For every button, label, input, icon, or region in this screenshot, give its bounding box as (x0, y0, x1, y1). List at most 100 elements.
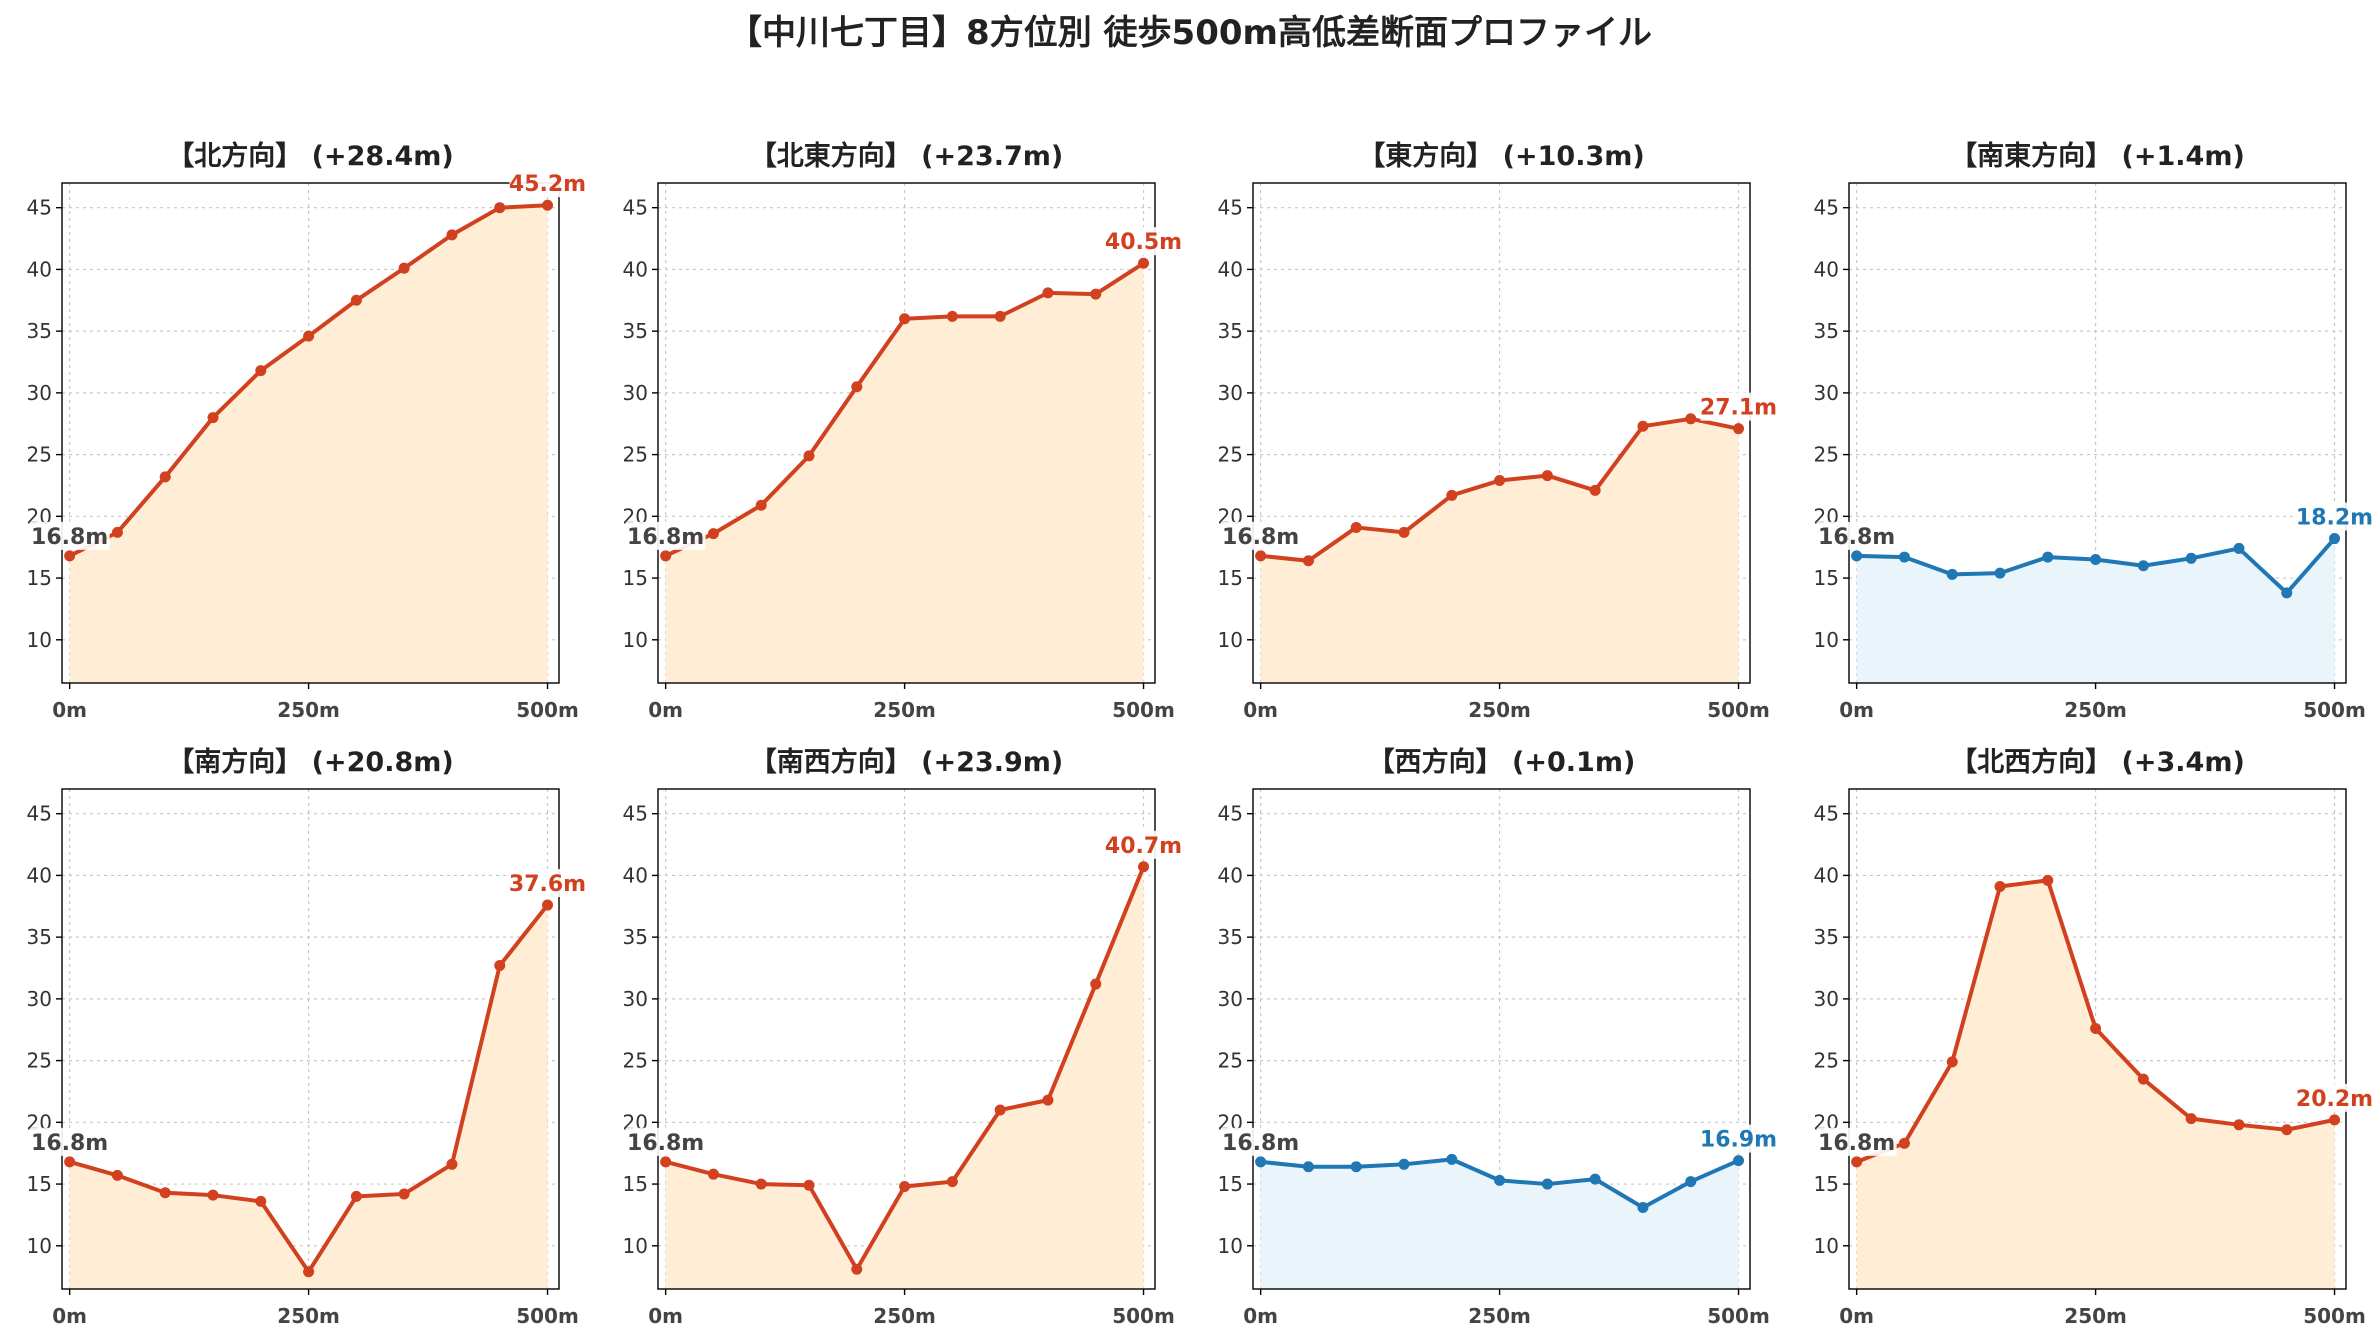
data-point (1541, 470, 1553, 482)
start-label-bg (625, 521, 706, 550)
y-tick-label: 10 (27, 628, 52, 652)
data-point (755, 1178, 767, 1190)
data-point (1090, 978, 1102, 990)
y-tick-label: 15 (1814, 566, 1839, 590)
start-elevation-label: 16.8m (627, 1131, 704, 1156)
area-fill (1260, 418, 1739, 683)
y-tick-label: 35 (1814, 319, 1839, 343)
y-tick-label: 35 (623, 925, 648, 949)
data-point (1685, 1176, 1697, 1188)
end-label-bg (2296, 1083, 2373, 1112)
data-point (660, 1156, 672, 1168)
area-fill (665, 866, 1144, 1289)
data-point (64, 550, 76, 562)
start-label-bg (1816, 1127, 1897, 1156)
x-tick-label: 250m (277, 1304, 340, 1328)
panel-title: 【南方向】 (+20.8m) (167, 746, 453, 778)
y-tick-label: 15 (27, 566, 52, 590)
x-tick-label: 500m (1112, 698, 1175, 722)
data-point (2233, 542, 2245, 554)
panel-title: 【南東方向】 (+1.4m) (1950, 140, 2245, 172)
data-point (1733, 1155, 1745, 1167)
y-tick-label: 45 (27, 802, 52, 826)
data-point (2329, 533, 2341, 545)
panel-title: 【北東方向】 (+23.7m) (750, 140, 1063, 172)
y-tick-label: 25 (623, 443, 648, 467)
data-point (1589, 1173, 1601, 1185)
end-label-bg (1700, 392, 1777, 421)
x-tick-label: 500m (1112, 1304, 1175, 1328)
data-point (2090, 1023, 2102, 1035)
data-point (707, 528, 719, 540)
data-point (1494, 1174, 1506, 1186)
y-tick-label: 30 (1814, 381, 1839, 405)
data-point (542, 199, 554, 211)
y-tick-label: 10 (1814, 628, 1839, 652)
y-tick-label: 35 (623, 319, 648, 343)
data-point (1350, 1161, 1362, 1173)
data-point (350, 1190, 362, 1202)
plot-frame (61, 182, 560, 684)
start-label-bg (1220, 521, 1301, 550)
x-tick-label: 0m (52, 698, 87, 722)
data-point (494, 960, 506, 972)
x-tick-label: 0m (1839, 698, 1874, 722)
y-tick-label: 40 (1218, 257, 1243, 281)
y-tick-label: 40 (1814, 863, 1839, 887)
y-tick-label: 10 (1814, 1234, 1839, 1258)
start-label-bg (625, 1127, 706, 1156)
data-point (2185, 552, 2197, 564)
data-point (803, 1179, 815, 1191)
end-elevation-label: 40.7m (1105, 834, 1182, 859)
y-tick-label: 35 (1814, 925, 1839, 949)
y-tick-label: 30 (1218, 381, 1243, 405)
data-point (2329, 1114, 2341, 1126)
data-point (1994, 567, 2006, 579)
data-point (159, 471, 171, 483)
data-point (1398, 526, 1410, 538)
data-point (542, 899, 554, 911)
y-tick-label: 45 (27, 196, 52, 220)
panel-title: 【東方向】 (+10.3m) (1358, 140, 1644, 172)
start-elevation-label: 16.8m (627, 525, 704, 550)
area-fill (1260, 1159, 1739, 1289)
y-tick-label: 15 (27, 1172, 52, 1196)
area-fill (69, 205, 548, 683)
x-tick-label: 250m (873, 1304, 936, 1328)
y-tick-label: 15 (1218, 566, 1243, 590)
x-tick-label: 500m (1707, 1304, 1770, 1328)
x-tick-label: 250m (1468, 1304, 1531, 1328)
data-point (207, 1189, 219, 1201)
end-label-bg (1105, 830, 1182, 859)
data-point (1851, 1156, 1863, 1168)
data-point (1138, 861, 1150, 873)
end-label-bg (1105, 227, 1182, 256)
data-point (994, 310, 1006, 322)
data-point (994, 1104, 1006, 1116)
data-point (1255, 1156, 1267, 1168)
data-point (851, 1263, 863, 1275)
y-tick-label: 30 (1814, 987, 1839, 1011)
data-point (1446, 489, 1458, 501)
data-point (255, 365, 267, 377)
data-point (303, 1266, 315, 1278)
y-tick-label: 30 (1218, 987, 1243, 1011)
start-elevation-label: 16.8m (31, 1131, 108, 1156)
end-label-bg (1700, 1124, 1777, 1153)
end-elevation-label: 18.2m (2296, 506, 2373, 531)
y-tick-label: 25 (1814, 1049, 1839, 1073)
data-point (1302, 555, 1314, 567)
data-point (1541, 1178, 1553, 1190)
x-tick-label: 0m (1243, 1304, 1278, 1328)
data-point (494, 202, 506, 214)
data-point (2281, 587, 2293, 599)
data-point (303, 330, 315, 342)
data-point (803, 450, 815, 462)
start-elevation-label: 16.8m (1818, 525, 1895, 550)
data-point (398, 262, 410, 274)
